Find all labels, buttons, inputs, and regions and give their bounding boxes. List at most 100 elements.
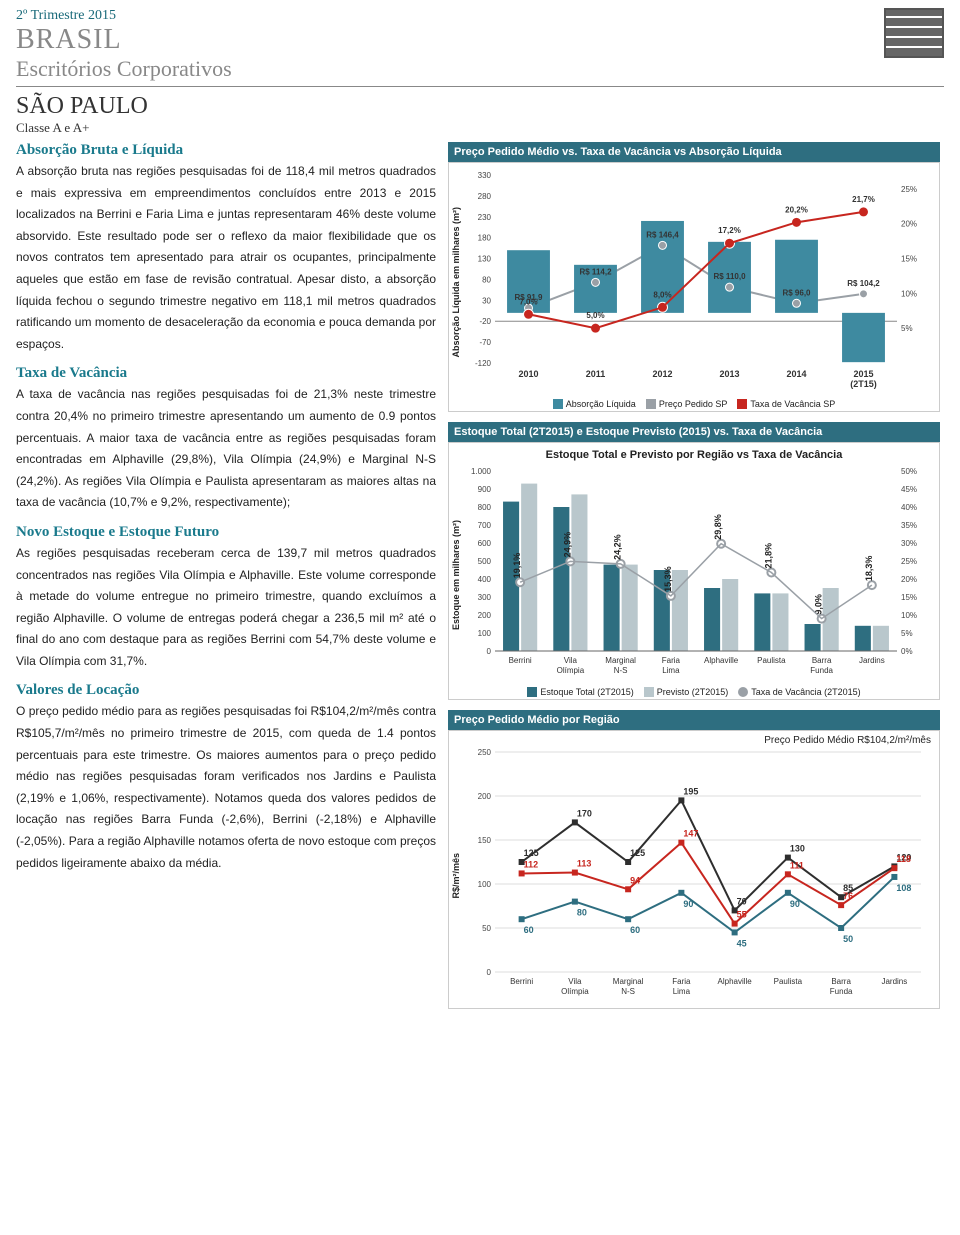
svg-text:400: 400 (478, 575, 492, 584)
svg-text:195: 195 (683, 786, 698, 796)
chart1-svg: -120-70-2030801301802302803305%10%15%20%… (461, 167, 931, 397)
chart2-svg: 01002003004005006007008009001.0000%5%10%… (461, 465, 931, 685)
section-valores-text: O preço pedido médio para as regiões pes… (16, 701, 436, 874)
svg-text:40%: 40% (901, 503, 917, 512)
svg-text:108: 108 (896, 883, 911, 893)
svg-text:500: 500 (478, 557, 492, 566)
svg-text:Lima: Lima (662, 666, 680, 675)
svg-text:Jardins: Jardins (881, 977, 907, 986)
chart1-y-axis-label: Absorção Líquida em milhares (m²) (451, 207, 461, 358)
svg-text:600: 600 (478, 539, 492, 548)
legend-label: Estoque Total (2T2015) (540, 687, 633, 697)
svg-text:150: 150 (478, 836, 492, 845)
svg-text:19,1%: 19,1% (512, 553, 522, 579)
svg-text:5%: 5% (901, 324, 913, 333)
svg-text:-20: -20 (479, 317, 491, 326)
svg-text:113: 113 (577, 859, 592, 869)
section-valores-title: Valores de Locação (16, 682, 436, 699)
svg-text:300: 300 (478, 593, 492, 602)
svg-text:Faria: Faria (662, 656, 681, 665)
legend-label: Preço Pedido SP (659, 399, 728, 409)
svg-text:Marginal: Marginal (613, 977, 644, 986)
svg-text:N-S: N-S (621, 987, 635, 996)
svg-text:80: 80 (482, 275, 491, 284)
svg-text:60: 60 (630, 925, 640, 935)
svg-text:111: 111 (790, 860, 804, 870)
header-country: BRASIL (16, 24, 232, 56)
section-estoque-title: Novo Estoque e Estoque Futuro (16, 524, 436, 541)
svg-text:Olímpia: Olímpia (561, 987, 589, 996)
svg-text:Jardins: Jardins (859, 656, 885, 665)
svg-text:17,2%: 17,2% (718, 226, 741, 235)
svg-text:25%: 25% (901, 185, 917, 194)
svg-text:50%: 50% (901, 467, 917, 476)
svg-text:1.000: 1.000 (471, 467, 492, 476)
svg-text:2012: 2012 (652, 369, 672, 379)
svg-text:9,0%: 9,0% (814, 594, 824, 615)
legend-label: Taxa de Vacância SP (750, 399, 835, 409)
svg-text:R$ 114,2: R$ 114,2 (579, 267, 612, 276)
svg-text:0%: 0% (901, 647, 913, 656)
svg-text:Alphaville: Alphaville (718, 977, 753, 986)
svg-text:30%: 30% (901, 539, 917, 548)
chart1-container: Preço Pedido Médio vs. Taxa de Vacância … (448, 142, 940, 412)
svg-text:Vila: Vila (564, 656, 578, 665)
chart2-container: Estoque Total (2T2015) e Estoque Previst… (448, 422, 940, 700)
svg-text:60: 60 (524, 925, 534, 935)
svg-text:R$ 104,2: R$ 104,2 (847, 279, 880, 288)
svg-text:7,0%: 7,0% (519, 297, 537, 306)
city-title: SÃO PAULO (16, 93, 944, 120)
section-absorcao-text: A absorção bruta nas regiões pesquisadas… (16, 161, 436, 355)
legend-label: Previsto (2T2015) (657, 687, 729, 697)
svg-text:R$ 110,0: R$ 110,0 (713, 272, 746, 281)
section-estoque-text: As regiões pesquisadas receberam cerca d… (16, 543, 436, 673)
svg-text:15,3%: 15,3% (663, 566, 673, 592)
svg-text:N-S: N-S (614, 666, 628, 675)
svg-text:30: 30 (482, 296, 491, 305)
svg-text:R$ 146,4: R$ 146,4 (646, 230, 679, 239)
chart1-legend: Absorção Líquida Preço Pedido SP Taxa de… (451, 399, 937, 409)
chart3-header: Preço Pedido Médio por Região (448, 710, 940, 730)
svg-text:10%: 10% (901, 611, 917, 620)
svg-text:800: 800 (478, 503, 492, 512)
svg-text:118: 118 (896, 854, 911, 864)
svg-text:180: 180 (478, 234, 492, 243)
svg-text:35%: 35% (901, 521, 917, 530)
svg-text:100: 100 (478, 629, 492, 638)
brand-logo (884, 8, 944, 58)
svg-text:45%: 45% (901, 485, 917, 494)
svg-text:250: 250 (478, 748, 492, 757)
svg-text:Paulista: Paulista (774, 977, 803, 986)
header-subtitle: Escritórios Corporativos (16, 56, 232, 82)
svg-text:21,7%: 21,7% (852, 195, 875, 204)
svg-text:8,0%: 8,0% (653, 290, 671, 299)
svg-text:20%: 20% (901, 575, 917, 584)
svg-text:100: 100 (478, 880, 492, 889)
svg-text:15%: 15% (901, 255, 917, 264)
svg-text:-120: -120 (475, 359, 492, 368)
svg-text:330: 330 (478, 171, 492, 180)
chart3-svg: 0501001502002501251701251957013085120112… (461, 746, 931, 1006)
svg-text:-70: -70 (479, 338, 491, 347)
svg-text:Vila: Vila (568, 977, 582, 986)
svg-text:2013: 2013 (719, 369, 739, 379)
svg-text:900: 900 (478, 485, 492, 494)
svg-text:Berrini: Berrini (510, 977, 533, 986)
section-vacancia-text: A taxa de vacância nas regiões pesquisad… (16, 384, 436, 514)
svg-text:Paulista: Paulista (757, 656, 786, 665)
svg-text:Funda: Funda (830, 987, 853, 996)
chart1-header: Preço Pedido Médio vs. Taxa de Vacância … (448, 142, 940, 162)
svg-text:15%: 15% (901, 593, 917, 602)
svg-text:24,9%: 24,9% (562, 532, 572, 558)
svg-text:20%: 20% (901, 220, 917, 229)
svg-text:125: 125 (524, 848, 539, 858)
svg-text:R$ 96,0: R$ 96,0 (782, 288, 811, 297)
chart3-note: Preço Pedido Médio R$104,2/m²/mês (451, 735, 937, 746)
legend-label: Taxa de Vacância (2T2015) (751, 687, 860, 697)
divider (16, 86, 944, 87)
legend-label: Absorção Líquida (566, 399, 636, 409)
svg-text:29,8%: 29,8% (713, 514, 723, 540)
svg-text:80: 80 (577, 908, 587, 918)
svg-text:170: 170 (577, 808, 592, 818)
svg-text:130: 130 (478, 255, 492, 264)
